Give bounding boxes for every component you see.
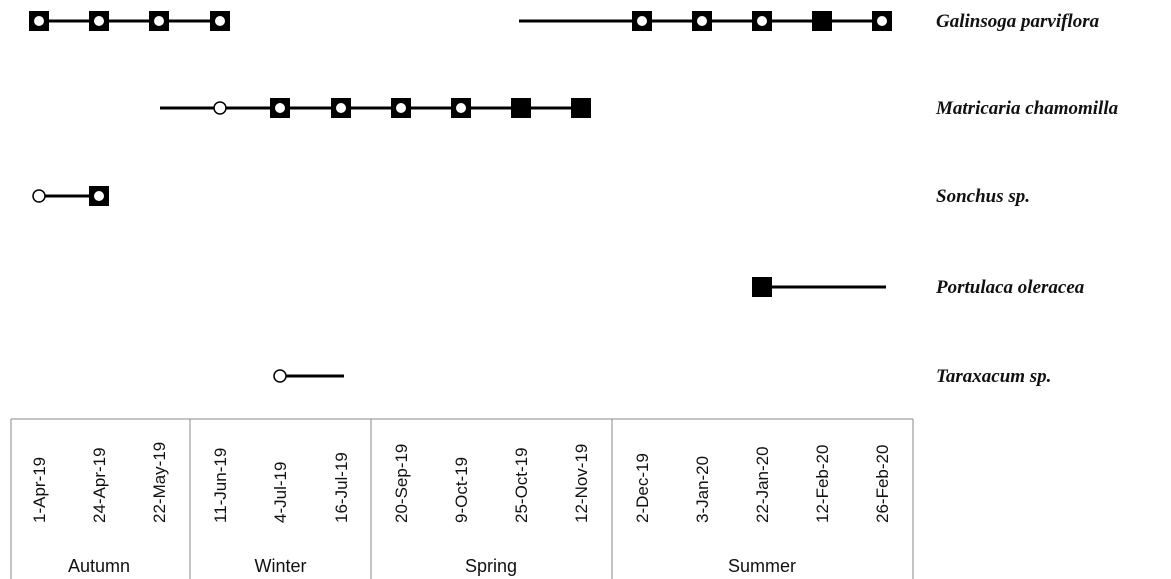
filled-square-marker <box>511 98 531 118</box>
square-inner-dot <box>215 16 225 26</box>
square-inner-dot <box>456 103 466 113</box>
date-tick-label: 20-Sep-19 <box>392 444 411 523</box>
square-inner-dot <box>396 103 406 113</box>
species-row: Portulaca oleracea <box>752 277 1085 298</box>
open-circle-marker <box>273 369 287 383</box>
date-tick-label: 12-Feb-20 <box>813 445 832 523</box>
species-row: Taraxacum sp. <box>273 366 1051 387</box>
square-inner-dot <box>94 16 104 26</box>
date-tick-label: 1-Apr-19 <box>30 457 49 523</box>
square-inner-dot <box>877 16 887 26</box>
season-label: Autumn <box>68 556 130 576</box>
date-tick-label: 25-Oct-19 <box>512 447 531 523</box>
date-tick-label: 4-Jul-19 <box>271 462 290 523</box>
season-label: Summer <box>728 556 796 576</box>
filled-square-marker <box>812 11 832 31</box>
square-inner-dot <box>154 16 164 26</box>
open-circle-marker <box>213 101 227 115</box>
date-tick-label: 22-Jan-20 <box>753 446 772 523</box>
square-inner-dot <box>34 16 44 26</box>
date-tick-label: 12-Nov-19 <box>572 444 591 523</box>
square-inner-dot <box>697 16 707 26</box>
species-label: Galinsoga parviflora <box>936 11 1100 32</box>
species-label: Portulaca oleracea <box>935 277 1085 298</box>
date-tick-label: 26-Feb-20 <box>873 445 892 523</box>
date-tick-label: 2-Dec-19 <box>633 453 652 523</box>
species-label: Taraxacum sp. <box>936 366 1051 387</box>
square-inner-dot <box>757 16 767 26</box>
square-inner-dot <box>336 103 346 113</box>
filled-square-marker <box>752 277 772 297</box>
species-label: Matricaria chamomilla <box>935 98 1119 119</box>
species-row: Galinsoga parviflora <box>29 11 1100 32</box>
species-rows: Galinsoga parviflora Matricaria chamomill… <box>29 11 1119 387</box>
date-tick-label: 3-Jan-20 <box>693 456 712 523</box>
date-tick-label: 11-Jun-19 <box>211 448 230 523</box>
season-label: Winter <box>254 556 306 576</box>
species-row: Matricaria chamomilla <box>160 98 1119 119</box>
filled-square-marker <box>571 98 591 118</box>
date-tick-label: 22-May-19 <box>150 442 169 523</box>
date-tick-label: 16-Jul-19 <box>332 452 351 523</box>
date-axis-table: 1-Apr-19 24-Apr-19 22-May-19 11-Jun-19 4-Jul… <box>10 418 914 579</box>
date-tick-label: 9-Oct-19 <box>452 457 471 523</box>
square-inner-dot <box>275 103 285 113</box>
open-circle-marker <box>32 189 46 203</box>
species-label: Sonchus sp. <box>936 186 1030 207</box>
square-inner-dot <box>637 16 647 26</box>
square-inner-dot <box>94 191 104 201</box>
species-row: Sonchus sp. <box>32 186 1030 207</box>
date-tick-label: 24-Apr-19 <box>90 447 109 523</box>
season-label: Spring <box>465 556 517 576</box>
